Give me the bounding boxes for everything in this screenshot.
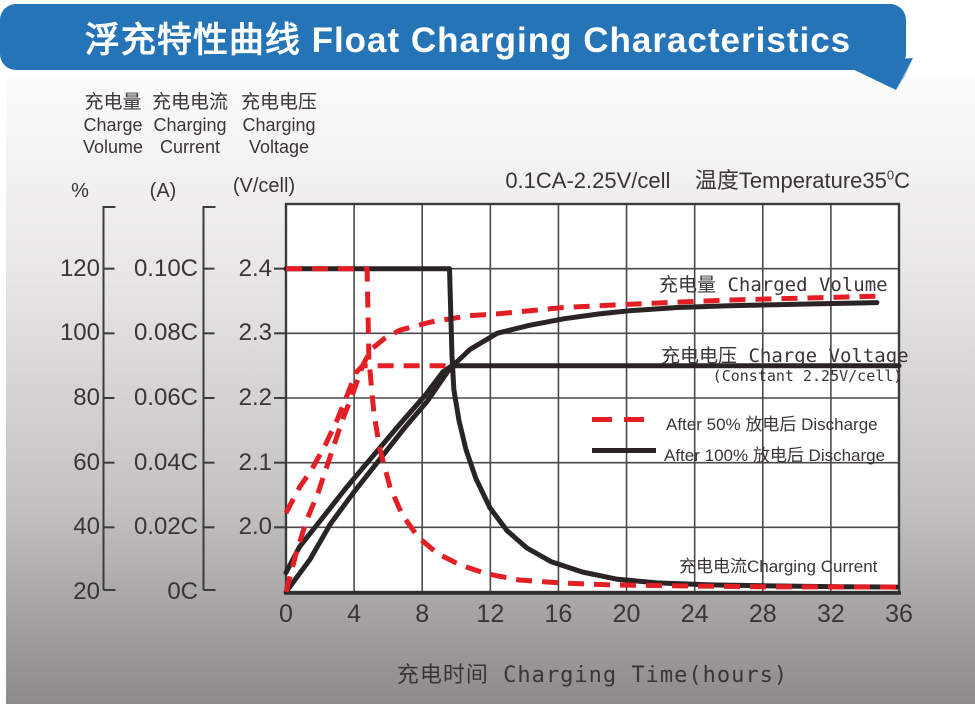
x-axis-title: 充电时间 Charging Time(hours) (396, 663, 789, 688)
x-tick-20: 20 (612, 600, 641, 628)
legend-sample-100pct-solid (592, 448, 656, 453)
axis-header-2: 充电电压 Charging Voltage (219, 92, 339, 158)
banner-tail-decoration (842, 58, 913, 90)
curve-charging-current-after-50pct-discharge (286, 266, 898, 590)
axis-unit-2: (V/cell) (232, 175, 296, 197)
current-tick-0.02C: 0.02C (133, 513, 198, 541)
annotation-charging-current: 充电电流Charging Current (679, 557, 878, 576)
axis-header-en1: Charge (83, 115, 143, 135)
axis-unit-1: (A) (149, 180, 177, 202)
axis-header-en1: Charging (153, 115, 227, 135)
x-tick-32: 32 (816, 600, 845, 628)
current-tick-0.08C: 0.08C (133, 319, 198, 347)
current-tick-0C: 0C (167, 578, 198, 605)
axis-header-en2: Current (159, 137, 221, 157)
percent-tick-40: 40 (73, 513, 100, 541)
x-tick-24: 24 (680, 600, 709, 628)
test-condition-label: 0.1CA-2.25V/cell 温度Temperature350C (490, 163, 910, 195)
percent-tick-100: 100 (59, 319, 100, 347)
voltage-tick-2.4: 2.4 (238, 254, 272, 282)
percent-tick-20: 20 (73, 578, 100, 605)
x-tick-28: 28 (748, 600, 777, 628)
axis-header-en1: Charging (242, 115, 316, 135)
curve-charging-current-after-100pct-discharge (283, 266, 900, 590)
x-tick-4: 4 (347, 600, 362, 628)
annotation-constant-voltage-note: (Constant 2.25V/cell) (712, 367, 903, 385)
axis-header-en2: Volume (82, 137, 144, 157)
voltage-tick-2.0: 2.0 (238, 513, 272, 541)
title-banner: 浮充特性曲线 Float Charging Characteristics (0, 4, 906, 70)
curve-charged-volume-after-100pct-discharge (283, 300, 880, 595)
axis-header-0: 充电量 Charge Volume (53, 92, 173, 158)
legend-label-100pct: After 100% 放电后 Discharge (664, 446, 886, 465)
axis-header-1: 充电电流 Charging Current (130, 92, 250, 158)
percent-tick-60: 60 (73, 448, 100, 476)
voltage-tick-2.3: 2.3 (238, 319, 272, 347)
current-tick-0.04C: 0.04C (133, 448, 198, 476)
axis-header-zh: 充电电压 (240, 92, 317, 113)
current-tick-0.06C: 0.06C (133, 384, 198, 411)
annotation-charge-voltage: 充电电压 Charge Voltage (661, 345, 909, 367)
banner-tail-highlight (896, 58, 913, 90)
degree-superscript: 0 (886, 167, 895, 183)
voltage-tick-2.1: 2.1 (238, 448, 272, 476)
current-tick-0.10C: 0.10C (133, 254, 198, 282)
annotation-charged-volume: 充电量 Charged Volume (659, 274, 888, 296)
condition-temperature: 温度Temperature35 (694, 168, 887, 193)
voltage-tick-2.2: 2.2 (238, 384, 272, 411)
axis-unit-0: % (71, 180, 89, 202)
axis-header-zh: 充电电流 (151, 92, 228, 113)
page-title: 浮充特性曲线 Float Charging Characteristics (84, 20, 852, 60)
axis-header-en2: Voltage (248, 137, 310, 157)
condition-temp-unit: C (894, 168, 910, 193)
axis-header-zh: 充电量 (84, 92, 142, 113)
x-tick-8: 8 (415, 600, 430, 628)
percent-tick-120: 120 (59, 254, 100, 282)
legend-sample-50pct-dashed (592, 417, 654, 422)
condition-rate: 0.1CA-2.25V/cell (505, 168, 671, 193)
legend-label-50pct: After 50% 放电后 Discharge (666, 415, 878, 434)
curve-charged-volume-after-50pct-discharge (283, 293, 877, 593)
x-tick-0: 0 (279, 600, 293, 628)
x-tick-16: 16 (544, 600, 573, 628)
banner-tail-shape (842, 58, 913, 90)
x-tick-12: 12 (476, 600, 505, 628)
percent-tick-80: 80 (73, 384, 100, 411)
x-tick-36: 36 (885, 600, 913, 628)
